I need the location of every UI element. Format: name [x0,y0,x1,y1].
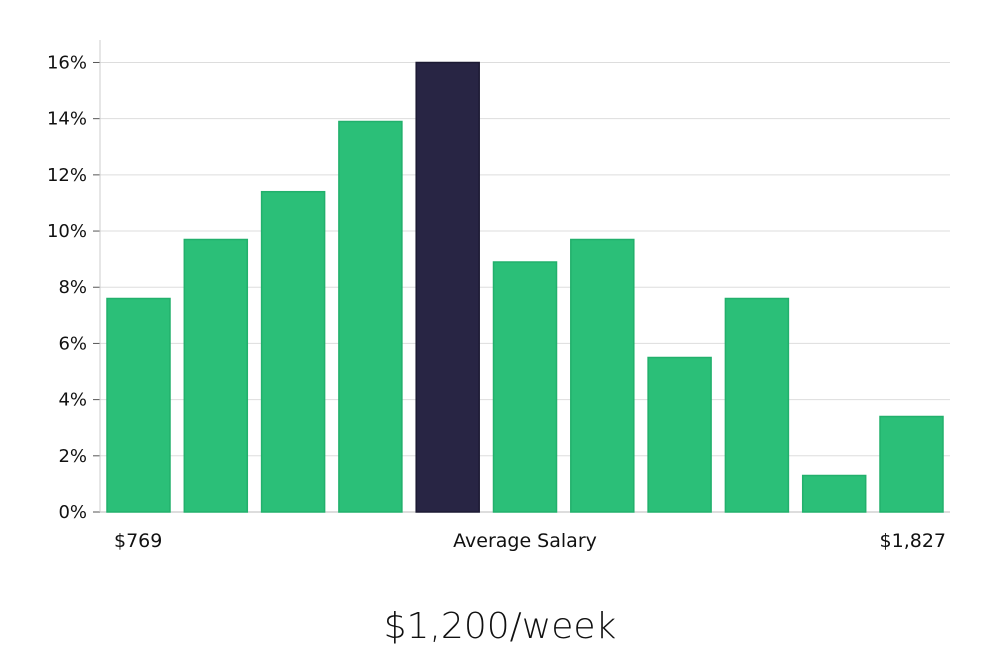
x-label-max: $1,827 [880,530,946,552]
bar-average-salary [415,61,480,513]
bar [724,297,790,513]
bar [647,356,712,513]
y-tick-label: 4% [58,390,87,411]
bar [106,297,171,513]
y-tick-label: 14% [47,109,87,130]
y-axis-ticks: 0% 2% 4% 6% 8% 10% 12% 14% 16% [47,52,100,523]
x-label-center: Average Salary [453,530,597,552]
y-tick-label: 16% [47,52,87,73]
bar [183,238,249,513]
bar [492,261,558,513]
bar [570,238,635,513]
y-tick-label: 2% [58,446,87,467]
bars [106,61,944,513]
bar [338,120,403,513]
bar [260,190,326,513]
y-tick-label: 0% [58,502,87,523]
salary-distribution-chart: 0% 2% 4% 6% 8% 10% 12% 14% 16% $769 Average Sala… [47,40,950,552]
y-tick-label: 8% [58,277,87,298]
y-tick-label: 6% [58,333,87,354]
y-tick-label: 12% [47,165,87,186]
average-salary-headline: $1,200/week [383,606,617,647]
y-tick-label: 10% [47,221,87,242]
x-label-min: $769 [114,530,162,552]
bar [801,474,867,513]
bar [879,415,944,513]
